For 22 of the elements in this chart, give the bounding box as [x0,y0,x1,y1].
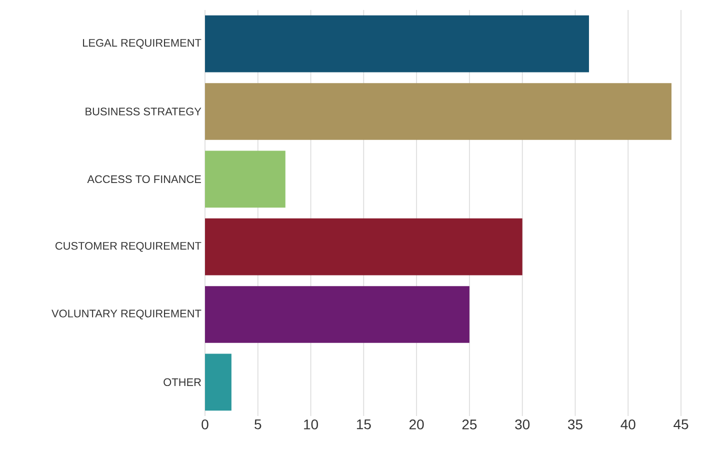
bar [205,15,589,72]
bar [205,150,286,208]
x-tick-label: 20 [410,420,424,430]
bar [205,286,470,343]
bar [205,354,232,411]
y-tick-label: BUSINESS STRATEGY [86,108,202,116]
x-tick-label: 30 [515,420,530,430]
x-tick-label: 35 [568,420,582,430]
x-tick-label: 25 [462,420,477,430]
y-tick-label: CUSTOMER REQUIREMENT [56,242,202,252]
y-tick-label: OTHER [164,378,201,386]
bar [205,218,522,276]
y-tick-label: ACCESS TO FINANCE [87,175,201,184]
y-tick-label: VOLUNTARY REQUIREMENT [52,310,202,320]
x-tick-label: 0 [202,420,208,430]
x-tick-label: 45 [674,420,688,430]
x-tick-label: 10 [304,420,318,430]
x-tick-label: 15 [356,420,371,430]
x-tick-label: 5 [254,420,262,430]
bar [205,83,672,140]
y-tick-label: LEGAL REQUIREMENT [83,38,202,49]
x-tick-label: 40 [620,420,636,430]
